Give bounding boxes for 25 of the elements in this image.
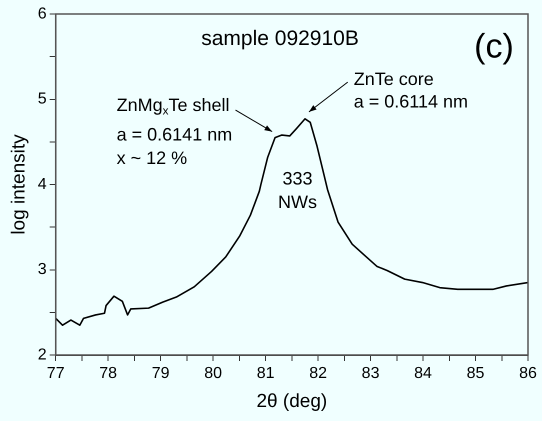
y-tick-label: 4 — [38, 176, 47, 193]
annotation: a = 0.6141 nm — [116, 124, 232, 145]
x-tick-label: 86 — [519, 365, 537, 382]
y-tick-label: 6 — [38, 5, 47, 22]
annotation: NWs — [278, 192, 318, 212]
y-tick-label: 5 — [38, 90, 47, 108]
x-tick-label: 80 — [204, 365, 222, 382]
x-tick-label: 77 — [46, 365, 65, 382]
annotation: a = 0.6114 nm — [354, 92, 468, 112]
x-axis-title: 2θ (deg) — [256, 390, 328, 412]
y-tick-label: 3 — [38, 261, 47, 278]
y-axis-title: log intensity — [8, 134, 30, 235]
annotation: 333 — [282, 168, 313, 188]
text: sample 092910B — [201, 26, 359, 50]
y-tick-label: 2 — [38, 346, 47, 364]
x-tick-label: 82 — [309, 365, 328, 382]
x-tick-label: 79 — [152, 365, 170, 382]
annotation: (c) — [474, 27, 514, 66]
x-tick-label: 81 — [256, 365, 275, 382]
annotation: x ~ 12 % — [116, 148, 188, 168]
x-tick-label: 85 — [466, 365, 485, 382]
x-tick-label: 78 — [99, 365, 118, 382]
x-tick-label: 83 — [362, 365, 380, 382]
annotation: ZnTe core — [354, 69, 434, 90]
x-tick-label: 84 — [414, 365, 432, 382]
